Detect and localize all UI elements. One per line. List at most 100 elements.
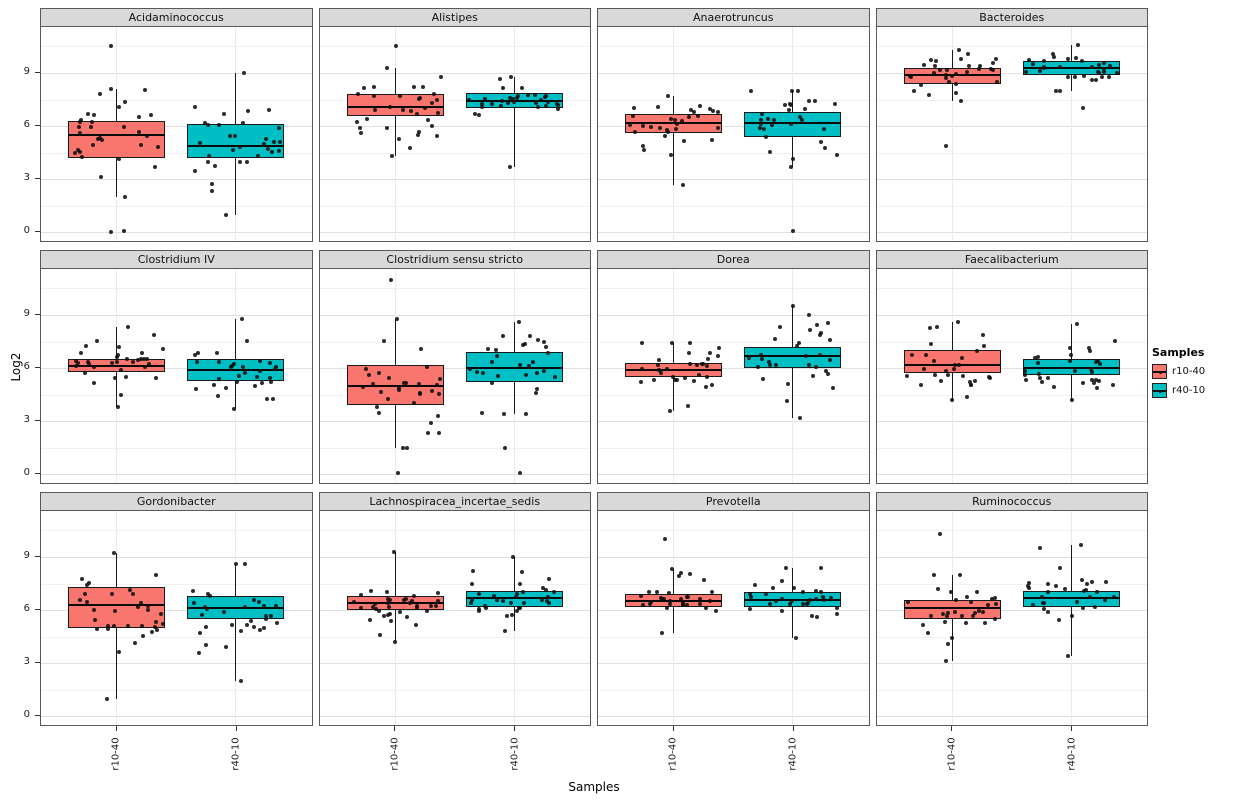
facet-panel — [40, 268, 313, 484]
jitter-point — [1098, 361, 1103, 366]
major-gridline — [876, 73, 1147, 75]
jitter-point — [249, 618, 254, 623]
major-gridline — [319, 315, 590, 317]
jitter-point — [153, 164, 158, 169]
major-gridline — [319, 716, 590, 718]
minor-gridline — [598, 205, 869, 207]
jitter-point — [552, 374, 557, 379]
jitter-point — [1090, 65, 1095, 70]
jitter-point — [1101, 60, 1106, 65]
jitter-point — [193, 168, 198, 173]
jitter-point — [1056, 617, 1061, 622]
minor-gridline — [598, 636, 869, 638]
jitter-point — [709, 383, 714, 388]
jitter-point — [490, 380, 495, 385]
y-tick-label: 9 — [23, 550, 30, 562]
jitter-point — [388, 597, 393, 602]
jitter-point — [244, 622, 249, 627]
major-gridline — [41, 179, 312, 181]
jitter-point — [767, 602, 772, 607]
jitter-point — [972, 379, 977, 384]
jitter-point — [357, 126, 362, 131]
jitter-point — [277, 125, 282, 130]
jitter-point — [79, 576, 84, 581]
jitter-point — [921, 63, 926, 68]
jitter-point — [1081, 588, 1086, 593]
jitter-point — [217, 122, 222, 127]
median-line — [346, 602, 444, 605]
jitter-point — [807, 98, 812, 103]
jitter-point — [757, 125, 762, 130]
jitter-point — [958, 99, 963, 104]
jitter-point — [792, 585, 797, 590]
x-axis-column: r10-40 r40-10 — [40, 726, 313, 784]
jitter-point — [768, 149, 773, 154]
jitter-point — [392, 640, 397, 645]
jitter-point — [943, 76, 948, 81]
jitter-point — [834, 606, 839, 611]
jitter-point — [928, 58, 933, 63]
jitter-point — [97, 136, 102, 141]
jitter-point — [686, 114, 691, 119]
jitter-point — [1113, 339, 1118, 344]
jitter-point — [1067, 359, 1072, 364]
jitter-point — [405, 445, 410, 450]
jitter-point — [764, 135, 769, 140]
jitter-point — [1046, 590, 1051, 595]
jitter-point — [680, 118, 685, 123]
jitter-point — [1081, 106, 1086, 111]
jitter-point — [805, 600, 810, 605]
jitter-point — [795, 343, 800, 348]
jitter-point — [121, 124, 126, 129]
major-gridline — [319, 663, 590, 665]
jitter-point — [789, 88, 794, 93]
jitter-point — [387, 105, 392, 110]
x-axis-column: r10-40 r40-10 — [319, 726, 592, 784]
jitter-point — [790, 599, 795, 604]
jitter-point — [953, 363, 958, 368]
jitter-point — [160, 347, 165, 352]
jitter-point — [88, 125, 93, 130]
jitter-point — [206, 159, 211, 164]
jitter-point — [790, 157, 795, 162]
median-line — [1022, 367, 1120, 370]
jitter-point — [667, 598, 672, 603]
jitter-point — [114, 354, 119, 359]
facet-panel — [318, 510, 591, 726]
y-tick-label: 0 — [23, 225, 30, 237]
jitter-point — [538, 97, 543, 102]
jitter-point — [1052, 385, 1057, 390]
jitter-point — [384, 590, 389, 595]
jitter-point — [701, 362, 706, 367]
jitter-point — [265, 396, 270, 401]
jitter-point — [361, 86, 366, 91]
jitter-point — [956, 363, 961, 368]
jitter-point — [669, 116, 674, 121]
jitter-point — [707, 350, 712, 355]
jitter-point — [1023, 373, 1028, 378]
y-tick-label: 0 — [23, 467, 30, 479]
jitter-point — [403, 380, 408, 385]
jitter-point — [814, 322, 819, 327]
jitter-point — [1038, 69, 1043, 74]
jitter-point — [810, 614, 815, 619]
jitter-point — [515, 96, 520, 101]
jitter-point — [1097, 378, 1102, 383]
jitter-point — [123, 374, 128, 379]
jitter-point — [681, 601, 686, 606]
boxplot-box — [187, 124, 285, 158]
jitter-point — [242, 562, 247, 567]
jitter-point — [978, 64, 983, 69]
jitter-point — [147, 362, 152, 367]
jitter-point — [124, 356, 129, 361]
minor-gridline — [876, 447, 1147, 449]
jitter-point — [87, 581, 92, 586]
jitter-point — [130, 592, 135, 597]
jitter-point — [655, 362, 660, 367]
jitter-point — [108, 86, 113, 91]
jitter-point — [91, 364, 96, 369]
jitter-point — [359, 606, 364, 611]
facet: Alistipes — [318, 8, 591, 242]
jitter-point — [965, 594, 970, 599]
jitter-point — [401, 445, 406, 450]
